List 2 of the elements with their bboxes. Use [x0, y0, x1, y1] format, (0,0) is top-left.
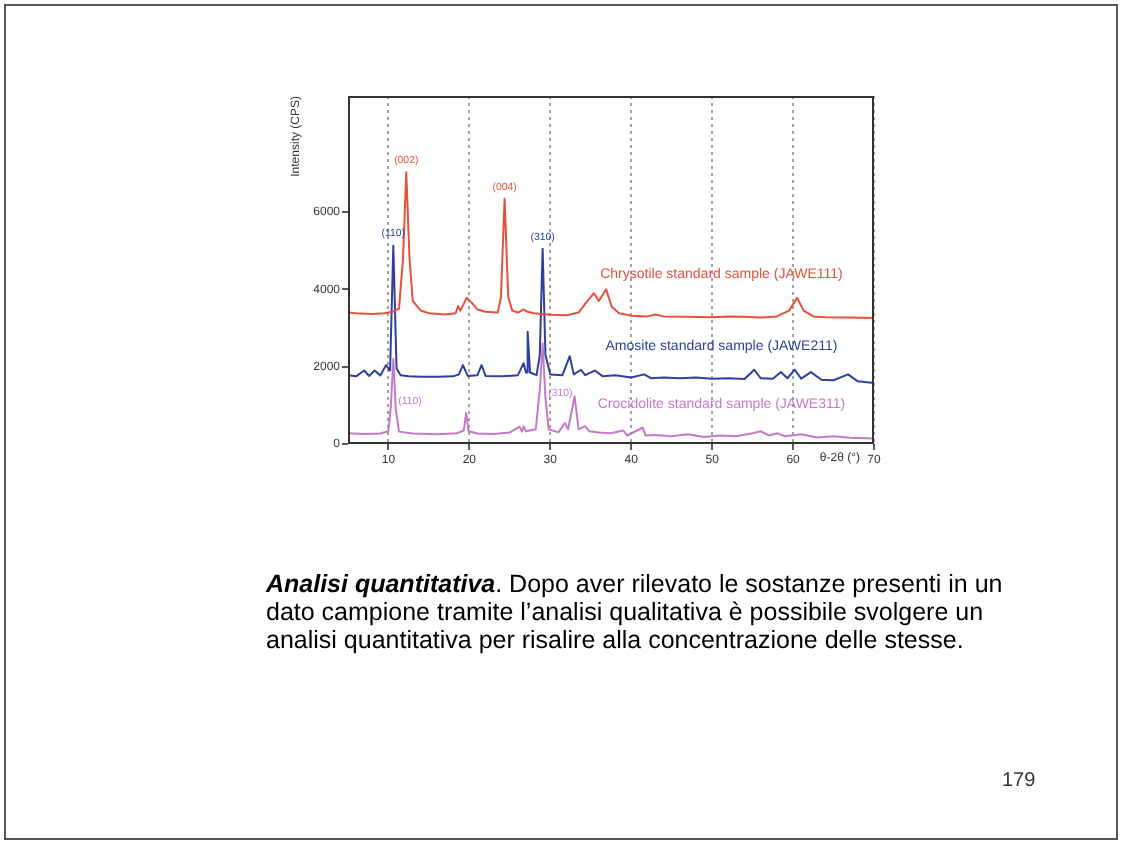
text: Analisi quantitativa: [266, 570, 496, 598]
text: 179: [1002, 770, 1036, 792]
